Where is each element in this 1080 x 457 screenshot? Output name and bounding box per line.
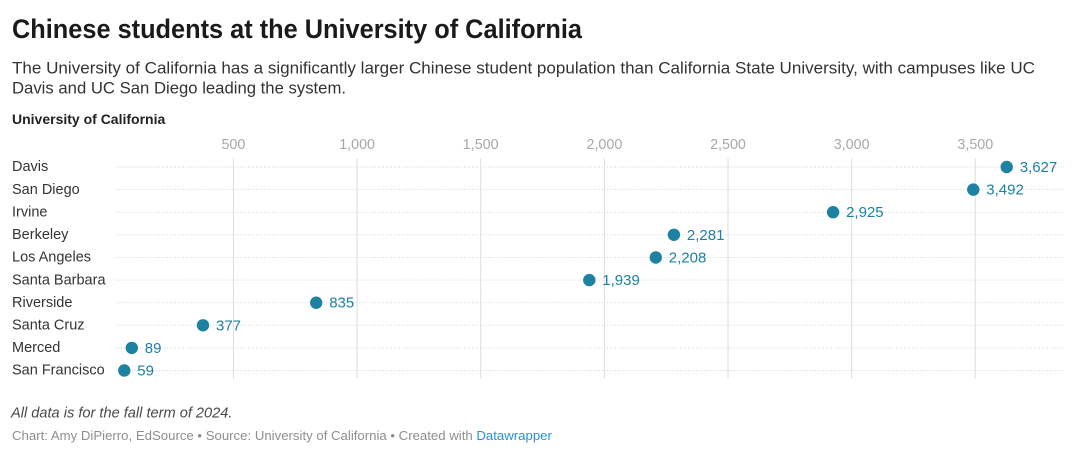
svg-text:2,208: 2,208 — [669, 250, 707, 267]
svg-text:Chinese students at the Univer: Chinese students at the University of Ca… — [12, 14, 583, 44]
svg-text:Los Angeles: Los Angeles — [12, 250, 91, 266]
svg-text:Davis: Davis — [12, 159, 48, 175]
svg-text:89: 89 — [145, 340, 162, 357]
svg-text:Merced: Merced — [12, 340, 60, 356]
svg-text:Berkeley: Berkeley — [12, 227, 69, 243]
svg-text:500: 500 — [221, 137, 245, 153]
svg-text:Santa Barbara: Santa Barbara — [12, 272, 106, 288]
svg-text:1,939: 1,939 — [602, 272, 640, 289]
svg-text:377: 377 — [216, 317, 241, 334]
svg-text:1,000: 1,000 — [339, 137, 375, 153]
svg-text:The University of California h: The University of California has a signi… — [12, 59, 1035, 78]
svg-text:Irvine: Irvine — [12, 204, 47, 220]
svg-text:59: 59 — [137, 363, 154, 380]
svg-text:All data is for the fall term: All data is for the fall term of 2024. — [10, 405, 232, 421]
svg-text:1,500: 1,500 — [463, 137, 499, 153]
svg-text:3,627: 3,627 — [1020, 159, 1058, 176]
svg-text:San Francisco: San Francisco — [12, 363, 105, 379]
svg-text:Riverside: Riverside — [12, 295, 72, 311]
svg-text:2,925: 2,925 — [846, 204, 884, 221]
svg-text:3,500: 3,500 — [957, 137, 993, 153]
svg-text:835: 835 — [329, 295, 354, 312]
svg-text:Davis and UC San Diego leading: Davis and UC San Diego leading the syste… — [12, 79, 346, 98]
svg-text:3,000: 3,000 — [834, 137, 870, 153]
svg-text:Santa Cruz: Santa Cruz — [12, 318, 85, 334]
svg-text:Chart: Amy DiPierro, EdSource: Chart: Amy DiPierro, EdSource • Source: … — [12, 428, 552, 443]
svg-text:2,500: 2,500 — [710, 137, 746, 153]
svg-text:2,281: 2,281 — [687, 227, 725, 244]
svg-text:San Diego: San Diego — [12, 182, 80, 198]
svg-text:2,000: 2,000 — [587, 137, 623, 153]
svg-text:University of California: University of California — [12, 111, 165, 127]
svg-text:3,492: 3,492 — [986, 182, 1024, 199]
